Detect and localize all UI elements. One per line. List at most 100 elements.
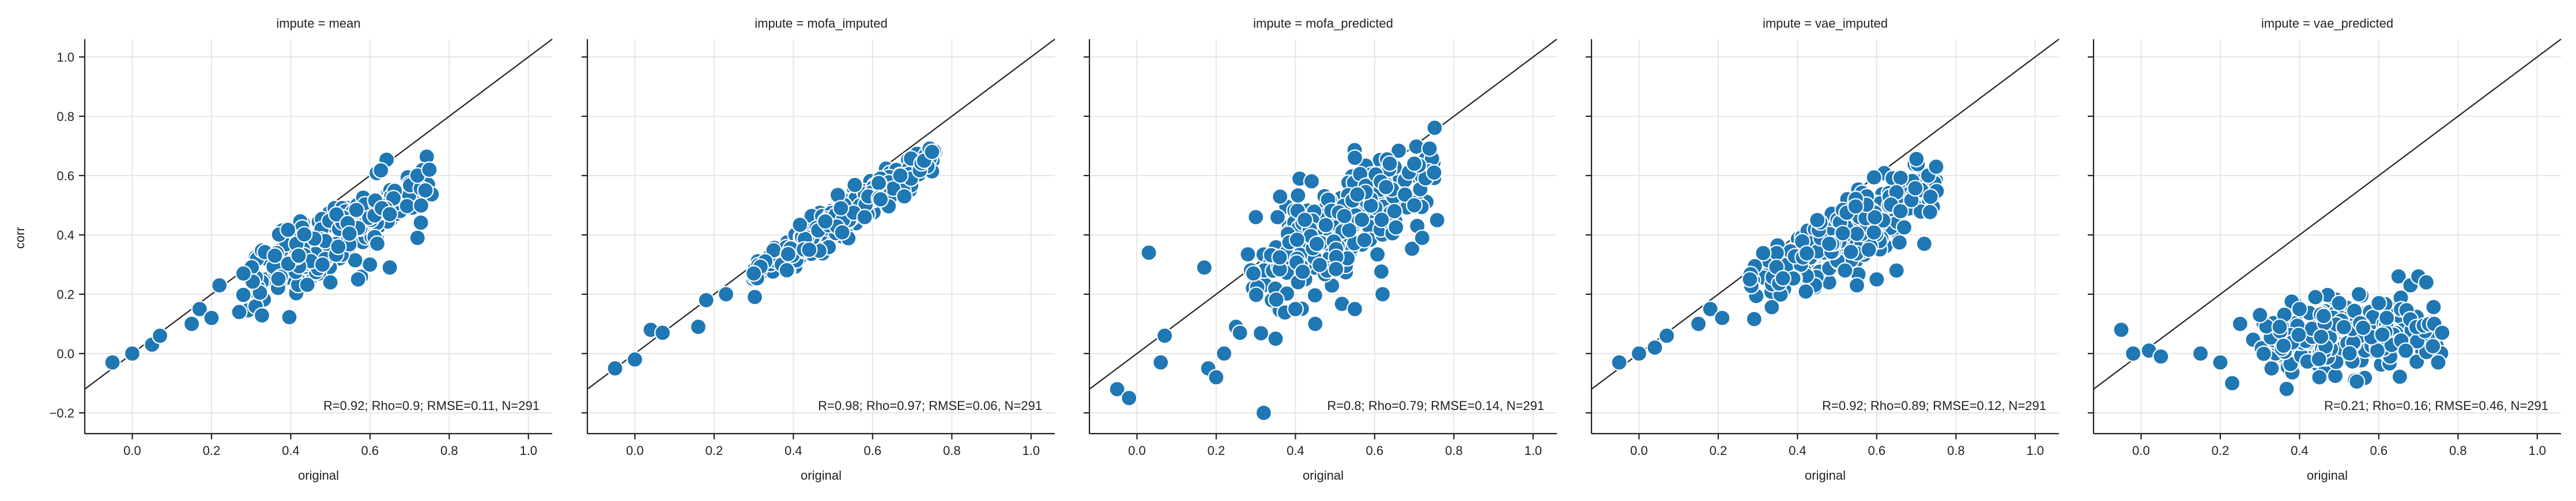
scatter-point	[1208, 369, 1225, 386]
scatter-point	[1405, 196, 1423, 214]
scatter-point	[1327, 260, 1345, 278]
scatter-point	[1121, 389, 1138, 407]
y-tick-label: 0.0	[56, 347, 74, 361]
scatter-point	[1836, 262, 1854, 279]
x-axis-label: original	[298, 468, 339, 483]
scatter-point	[1346, 149, 1364, 166]
scatter-point	[1195, 259, 1213, 276]
y-tick-label: 0.8	[56, 109, 74, 124]
facet-panel: 0.0 0.2 0.4 0.6 0.8 1.0 impute = mofa_imputed R…	[582, 16, 1055, 483]
scatter-point	[381, 259, 398, 276]
facet-title: impute = mofa_imputed	[755, 16, 888, 31]
x-tick-label: 0.4	[1789, 443, 1806, 458]
scatter-point	[412, 214, 429, 231]
scatter-point	[2255, 345, 2272, 362]
scatter-point	[1741, 271, 1759, 288]
scatter-point	[280, 221, 297, 238]
scatter-point	[2290, 326, 2307, 344]
x-axis-label: original	[1303, 468, 1344, 483]
stats-annotation: R=0.98; Rho=0.97; RMSE=0.06, N=291	[818, 398, 1042, 413]
scatter-point	[801, 241, 818, 259]
scatter-point	[1798, 245, 1816, 262]
scatter-point	[2212, 354, 2229, 371]
scatter-point	[2348, 373, 2366, 390]
scatter-point	[923, 143, 941, 161]
scatter-point	[1892, 203, 1909, 220]
scatter-point	[846, 176, 863, 193]
scatter-point	[1689, 315, 1707, 333]
scatter-point	[1346, 301, 1364, 318]
x-tick-label: 0.0	[123, 443, 141, 458]
scatter-point	[1349, 186, 1366, 203]
scatter-point	[2231, 315, 2249, 333]
scatter-point	[791, 216, 809, 234]
scatter-point	[2263, 360, 2280, 377]
scatter-point	[296, 226, 313, 243]
scatter-point	[1915, 235, 1933, 252]
scatter-point	[1834, 225, 1851, 242]
scatter-point	[2370, 294, 2388, 312]
scatter-point	[2390, 268, 2407, 285]
x-tick-label: 0.4	[1287, 443, 1304, 458]
scatter-point	[191, 301, 208, 318]
scatter-point	[1353, 211, 1371, 229]
facet-panel: 0.0 0.2 0.4 0.6 0.8 1.0 −0.2 0.0 0.2 0.4 0.6 0.8 1.0…	[50, 16, 553, 483]
scatter-point	[2391, 368, 2408, 385]
scatter-point	[1611, 354, 1628, 371]
scatter-point	[1356, 231, 1373, 249]
scatter-point	[1922, 188, 1939, 206]
scatter-point	[1396, 186, 1414, 203]
scatter-point	[2192, 345, 2209, 362]
scatter-point	[290, 247, 307, 264]
scatter-point	[2275, 337, 2292, 354]
scatter-point	[1108, 381, 1126, 398]
x-tick-label: 1.0	[519, 443, 537, 458]
y-tick-label: −0.2	[50, 406, 74, 420]
y-tick-label: 1.0	[56, 50, 74, 64]
scatter-point	[2434, 324, 2451, 341]
scatter-point	[231, 303, 248, 321]
scatter-point	[1797, 283, 1815, 300]
scatter-point	[2125, 345, 2142, 362]
stats-annotation: R=0.8; Rho=0.79; RMSE=0.14, N=291	[1327, 398, 1544, 413]
scatter-point	[1271, 249, 1288, 266]
y-tick-label: 0.6	[56, 169, 74, 183]
scatter-point	[1404, 240, 1421, 257]
scatter-point	[2113, 321, 2130, 339]
scatter-point	[1377, 179, 1395, 196]
facet-title: impute = mean	[276, 16, 360, 31]
scatter-point	[1888, 262, 1905, 279]
scatter-point	[689, 318, 707, 336]
scatter-point	[626, 351, 644, 368]
x-tick-label: 0.2	[706, 443, 723, 458]
scatter-point	[270, 270, 287, 287]
scatter-point	[1216, 345, 1233, 362]
x-tick-label: 0.6	[361, 443, 379, 458]
scatter-point	[2291, 301, 2308, 318]
scatter-point	[2223, 374, 2241, 392]
scatter-point	[1374, 286, 1391, 303]
scatter-point	[2152, 348, 2170, 365]
x-axis-label: original	[801, 468, 842, 483]
x-tick-label: 0.0	[1128, 443, 1146, 458]
scatter-point	[1714, 309, 1731, 327]
scatter-point	[1373, 211, 1390, 229]
scatter-point	[1308, 235, 1325, 253]
x-tick-label: 0.6	[864, 443, 882, 458]
x-tick-label: 1.0	[1022, 443, 1040, 458]
x-tick-label: 0.8	[1947, 443, 1965, 458]
facet-title: impute = mofa_predicted	[1253, 16, 1393, 31]
x-axis-label: original	[2307, 468, 2348, 483]
scatter-point	[1763, 298, 1781, 316]
scatter-point	[1247, 286, 1265, 303]
scatter-point	[361, 256, 379, 274]
scatter-point	[1895, 219, 1913, 236]
scatter-point	[235, 286, 252, 303]
scatter-point	[1646, 339, 1664, 356]
scatter-point	[2278, 380, 2295, 397]
y-tick-label: 0.4	[56, 228, 74, 242]
scatter-point	[1428, 211, 1446, 229]
scatter-point	[2397, 342, 2415, 359]
x-tick-label: 0.6	[1868, 443, 1886, 458]
scatter-point	[183, 315, 201, 333]
